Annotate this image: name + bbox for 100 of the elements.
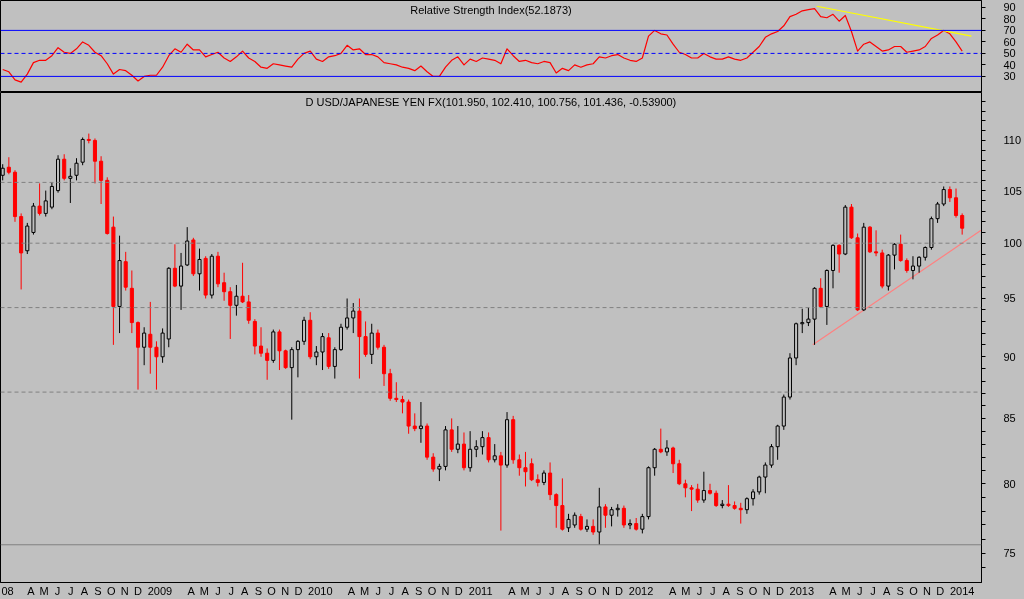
candlestick — [418, 401, 423, 444]
x-tick-label: A — [882, 584, 891, 597]
x-tick-label: M — [841, 584, 851, 597]
candlestick — [806, 307, 811, 327]
candlestick — [246, 294, 251, 325]
x-tick-label: A — [722, 584, 731, 597]
y-tick-label: 40 — [1003, 58, 1016, 71]
x-tick-label: J — [228, 584, 234, 597]
x-tick-label: S — [575, 584, 583, 597]
candlestick — [818, 277, 823, 309]
x-tick-label: O — [748, 584, 758, 597]
x-tick-label: J — [870, 584, 876, 597]
x-tick-label: N — [120, 584, 129, 597]
x-tick-label: N — [923, 584, 932, 597]
candlestick — [560, 477, 565, 532]
candlestick — [671, 446, 676, 474]
x-tick-label: 2014 — [949, 584, 975, 597]
x-tick-label: M — [681, 584, 691, 597]
x-tick-label: M — [520, 584, 530, 597]
candlestick — [689, 484, 694, 512]
x-tick-label: A — [27, 584, 36, 597]
x-tick-label: O — [909, 584, 919, 597]
candlestick — [258, 326, 264, 358]
x-tick-label: A — [241, 584, 250, 597]
candlestick — [498, 451, 503, 532]
x-tick-label: J — [857, 584, 863, 597]
candlestick — [751, 488, 756, 507]
candlestick — [197, 248, 202, 292]
x-tick-label: O — [106, 584, 116, 597]
y-tick-label: 30 — [1003, 70, 1016, 83]
x-tick-label: J — [535, 584, 542, 597]
candlestick — [677, 459, 682, 486]
y-tick-label: 95 — [1003, 292, 1016, 305]
candlestick — [837, 243, 842, 274]
candlestick — [566, 513, 571, 533]
y-tick-label: 70 — [1003, 24, 1016, 37]
x-tick-label: J — [549, 584, 555, 597]
candlestick — [277, 329, 282, 371]
candlestick — [154, 340, 159, 391]
candlestick — [68, 167, 73, 204]
y-tick-label: 80 — [1003, 12, 1016, 25]
candlestick — [74, 157, 79, 181]
candlestick — [302, 316, 307, 346]
candlestick — [591, 518, 596, 536]
x-tick-label: J — [68, 584, 74, 597]
candlestick — [609, 506, 614, 527]
x-tick-label: D — [294, 584, 303, 597]
candlestick — [554, 492, 559, 529]
x-tick-label: A — [508, 584, 517, 597]
candlestick — [461, 431, 467, 471]
y-tick-label: 75 — [1003, 547, 1016, 560]
x-tick-label: A — [187, 584, 196, 597]
candlestick — [43, 190, 48, 218]
x-tick-label: S — [736, 584, 744, 597]
x-tick-label: A — [829, 584, 838, 597]
x-tick-label: A — [347, 584, 356, 597]
line-series — [2, 7, 963, 83]
candlestick — [874, 229, 879, 257]
x-tick-label: 2011 — [468, 584, 493, 597]
candlestick — [49, 181, 54, 210]
x-tick-label: S — [254, 584, 263, 597]
candlestick — [695, 483, 700, 504]
candlestick — [99, 155, 104, 205]
x-tick-label: M — [199, 584, 209, 597]
candlestick — [953, 188, 959, 219]
candlestick — [492, 443, 497, 463]
candlestick — [486, 431, 491, 463]
y-tick-label: 90 — [1003, 1, 1016, 14]
candlestick — [142, 326, 147, 366]
candlestick — [707, 483, 713, 496]
candlestick — [652, 447, 657, 477]
x-tick-label: J — [388, 584, 395, 597]
chart-title: D USD/JAPANESE YEN FX(101.950, 102.410, 100.756, 101.436, -0.53900) — [305, 95, 677, 108]
candlestick — [455, 425, 460, 454]
x-tick-label: A — [80, 584, 89, 597]
x-tick-label: J — [709, 584, 716, 597]
candlestick — [658, 428, 663, 454]
x-tick-label: D — [936, 584, 945, 597]
x-tick-label: N — [762, 584, 771, 597]
candlestick — [240, 262, 245, 304]
x-tick-label: N — [281, 584, 290, 597]
y-tick-label: 100 — [1003, 237, 1022, 250]
candlestick — [910, 255, 915, 280]
y-tick-label: 110 — [1003, 134, 1022, 147]
candlestick — [92, 137, 97, 184]
candlestick — [172, 243, 177, 288]
x-tick-label: O — [267, 584, 277, 597]
y-tick-label: 85 — [1003, 412, 1016, 425]
y-tick-label: 60 — [1003, 35, 1016, 48]
candlestick — [351, 302, 356, 334]
candlestick — [892, 242, 897, 270]
candlestick — [800, 308, 805, 334]
candlestick — [449, 417, 454, 453]
x-tick-label: J — [375, 584, 382, 597]
candlestick — [222, 272, 227, 302]
candlestick — [160, 327, 165, 364]
candlestick — [431, 452, 436, 473]
candlestick — [480, 430, 485, 456]
candlestick — [345, 297, 350, 331]
candlestick — [62, 153, 67, 181]
